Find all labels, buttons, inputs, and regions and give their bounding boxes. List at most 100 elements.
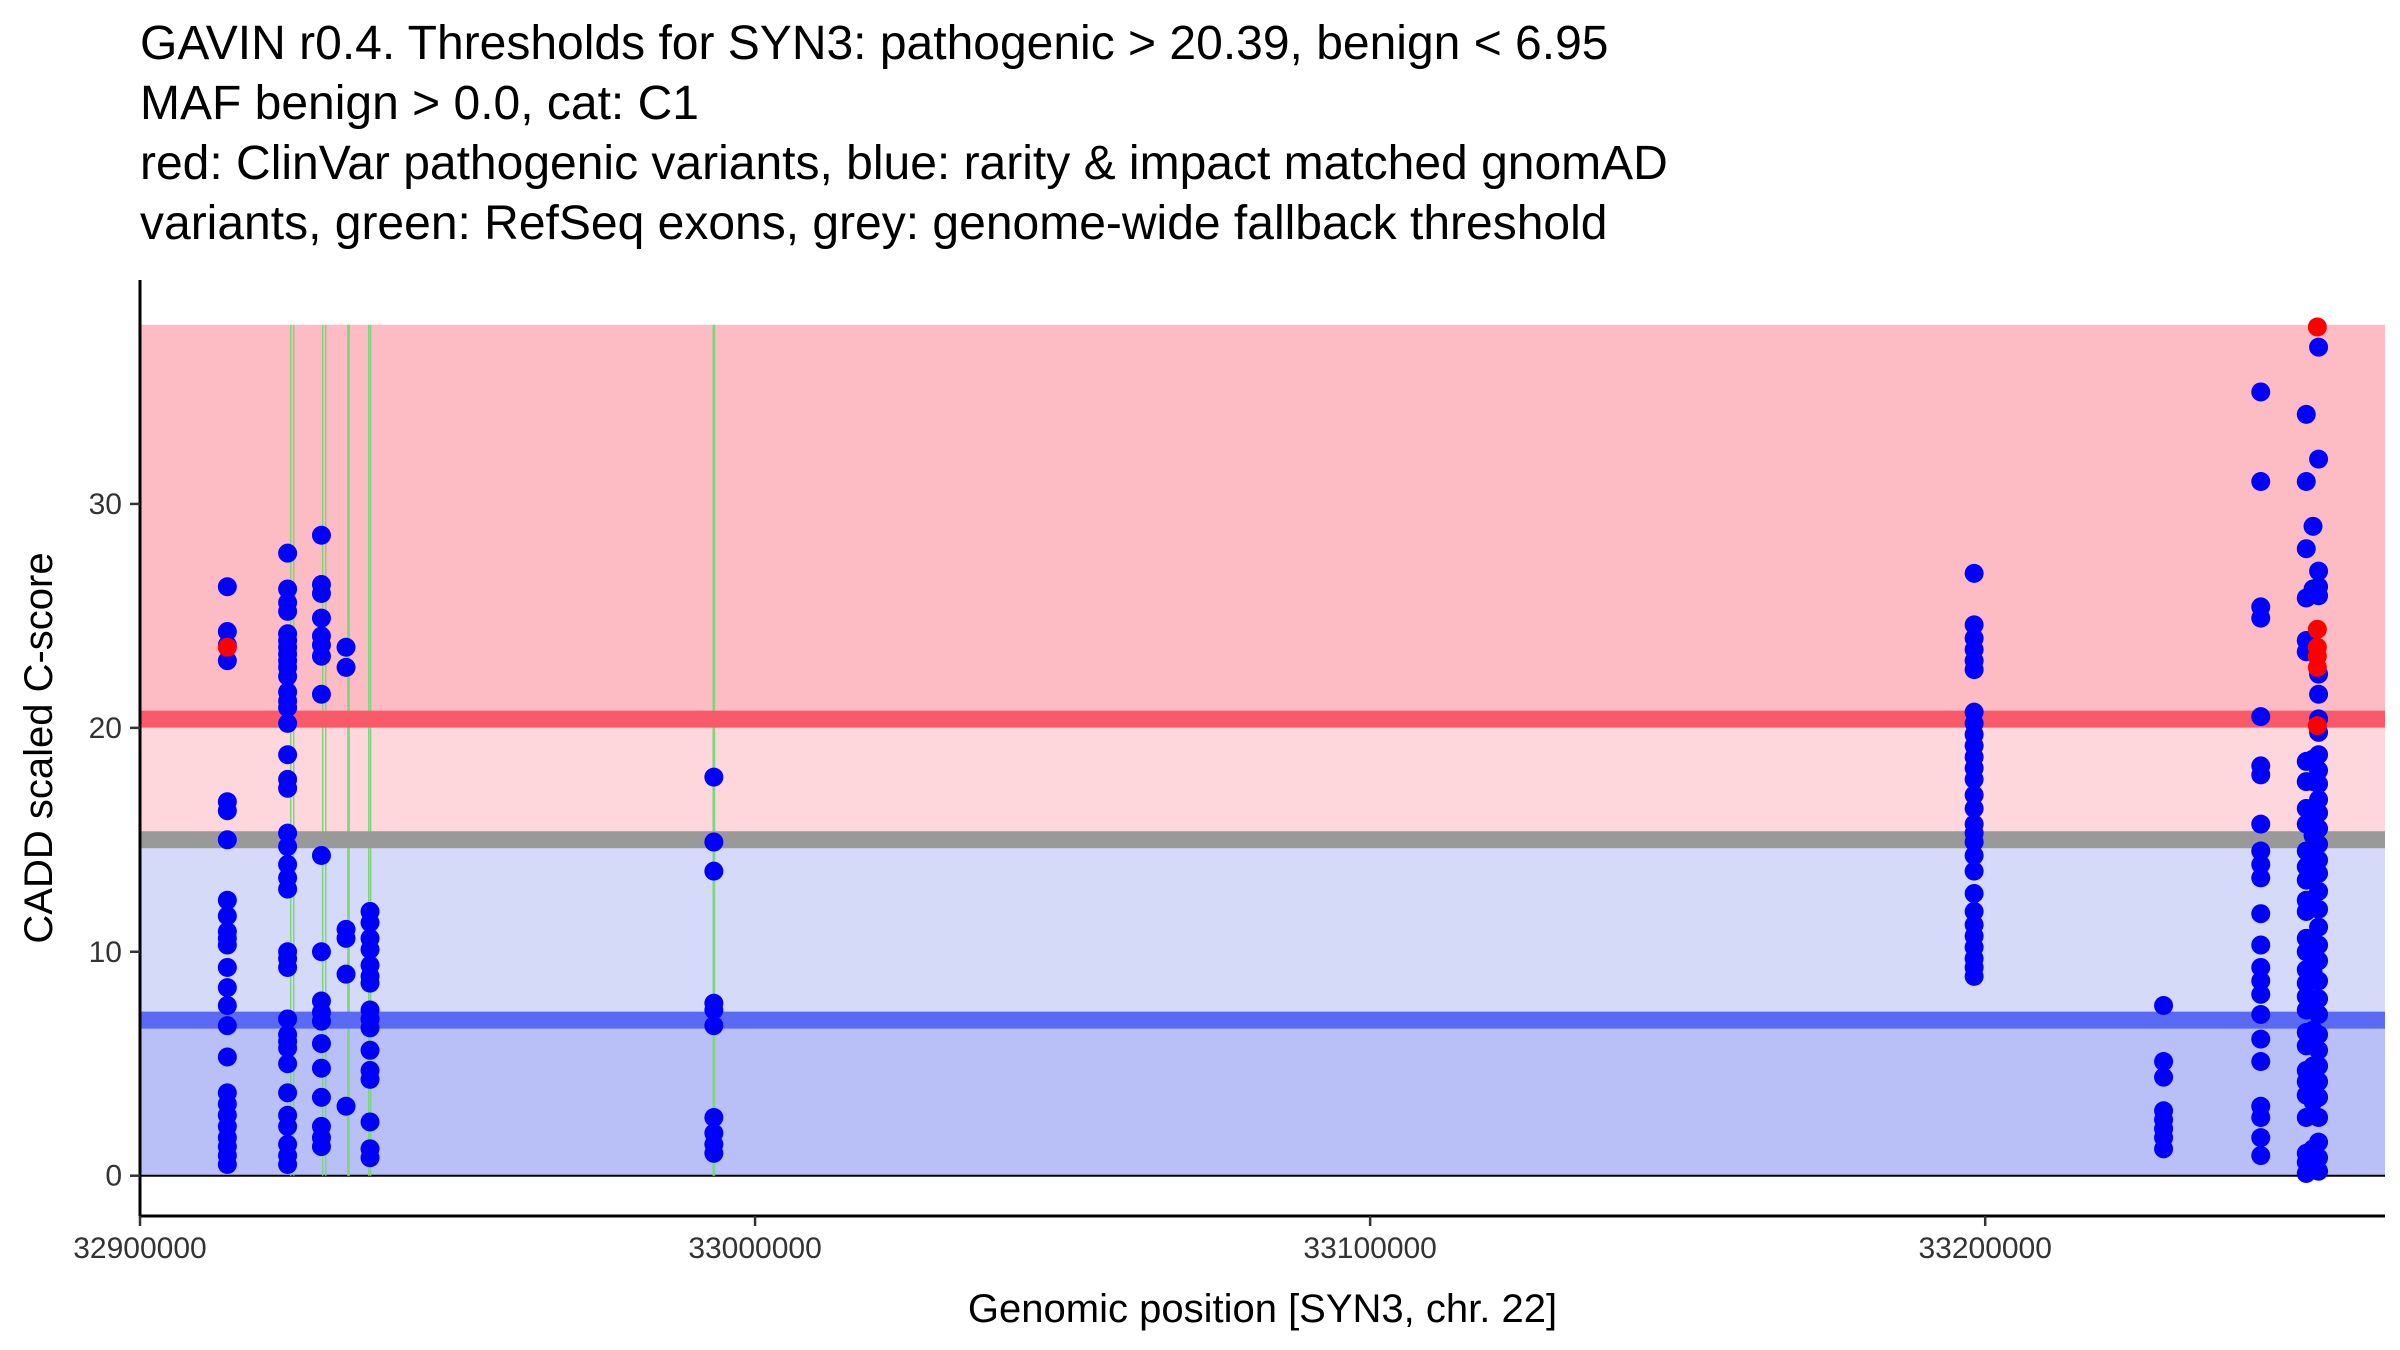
gnomad-point-61 [278, 1154, 298, 1174]
clinvar-point-1 [2307, 317, 2327, 337]
gnomad-point-82 [336, 657, 356, 677]
gnomad-point-102 [360, 1148, 380, 1168]
gnomad-point-241 [2309, 971, 2329, 991]
gnomad-point-44 [278, 837, 298, 857]
gnomad-point-118 [1964, 660, 1984, 680]
gnomad-point-227 [2309, 745, 2329, 765]
gnomad-point-71 [311, 942, 331, 962]
gnomad-point-75 [311, 1034, 331, 1054]
gnomad-point-246 [2309, 1056, 2329, 1076]
benign-band [140, 1020, 2385, 1176]
gnomad-point-171 [2251, 1146, 2271, 1166]
gnomad-point-85 [336, 964, 356, 984]
gnomad-point-90 [360, 940, 380, 960]
gnomad-point-112 [704, 1143, 724, 1163]
gnomad-point-81 [336, 637, 356, 657]
gnomad-point-142 [2154, 1051, 2174, 1071]
gnomad-point-62 [311, 525, 331, 545]
gnomad-point-165 [2251, 1004, 2271, 1024]
gnomad-point-134 [1964, 901, 1984, 921]
gnomad-point-55 [278, 1054, 298, 1074]
gnomad-point-232 [2309, 819, 2329, 839]
gnomad-point-143 [2154, 1067, 2174, 1087]
gnomad-point-150 [2251, 472, 2271, 492]
gnomad-point-149 [2251, 382, 2271, 402]
gnomad-point-251 [2309, 1148, 2329, 1168]
gnomad-point-153 [2251, 707, 2271, 727]
clinvar-point-5 [2307, 657, 2327, 677]
threshold-lines [140, 710, 2385, 1029]
clinvar-point-0 [217, 637, 237, 657]
axis-ticks: 32900000 33000000 33100000 33200000 0 10 20 30 [73, 488, 2052, 1265]
gnomad-point-16 [217, 1047, 237, 1067]
gnomad-point-93 [360, 973, 380, 993]
gnomad-point-39 [278, 713, 298, 733]
gnomad-point-65 [311, 608, 331, 628]
gnomad-point-107 [704, 1000, 724, 1020]
pathogenic-band [140, 324, 2385, 720]
x-axis-title: Genomic position [SYN3, chr. 22] [968, 1287, 1557, 1331]
title-line-4: variants, green: RefSeq exons, grey: gen… [140, 197, 1608, 250]
gnomad-point-45 [278, 854, 298, 874]
gnomad-point-104 [704, 832, 724, 852]
title-line-3: red: ClinVar pathogenic variants, blue: … [140, 137, 1668, 190]
gnomad-point-240 [2309, 951, 2329, 971]
gnomad-point-47 [278, 879, 298, 899]
gnomad-point-233 [2309, 834, 2329, 854]
gnomad-point-158 [2251, 854, 2271, 874]
gnomad-point-218 [2309, 337, 2329, 357]
gnomad-point-35 [278, 666, 298, 686]
gnomad-point-12 [217, 957, 237, 977]
gnomad-point-70 [311, 845, 331, 865]
gnomad-point-170 [2251, 1128, 2271, 1148]
gnomad-point-84 [336, 928, 356, 948]
y-axis-title: CADD scaled C-score [17, 552, 61, 943]
gnomad-point-131 [1964, 845, 1984, 865]
gnomad-point-222 [2309, 586, 2329, 606]
chart-title: GAVIN r0.4. Thresholds for SYN3: pathoge… [140, 14, 2380, 254]
gnomad-point-11 [217, 935, 237, 955]
gnomad-point-42 [278, 778, 298, 798]
gnomad-point-58 [278, 1116, 298, 1136]
gnomad-point-26 [278, 579, 298, 599]
gnomad-point-250 [2309, 1132, 2329, 1152]
gnomad-point-132 [1964, 861, 1984, 881]
gnomad-point-97 [360, 1040, 380, 1060]
gnomad-point-163 [2251, 971, 2271, 991]
gnomad-point-235 [2309, 863, 2329, 883]
upper-benign-band [140, 839, 2385, 1021]
gnomad-point-167 [2251, 1051, 2271, 1071]
gnomad-point-28 [278, 601, 298, 621]
gnomad-point-244 [2309, 1025, 2329, 1045]
gnomad-point-243 [2309, 1004, 2329, 1024]
gnomad-point-109 [704, 1107, 724, 1127]
gnomad-point-169 [2251, 1107, 2271, 1127]
gnomad-point-237 [2309, 899, 2329, 919]
clinvar-point-2 [2307, 619, 2327, 639]
gnomad-point-108 [704, 1016, 724, 1036]
gnomad-point-24 [217, 1154, 237, 1174]
gnomad-point-166 [2251, 1029, 2271, 1049]
gnomad-point-69 [311, 684, 331, 704]
gnomad-point-127 [1964, 798, 1984, 818]
gnomad-point-86 [336, 1096, 356, 1116]
gnomad-point-0 [217, 577, 237, 597]
y-tick-label-0: 0 [105, 1160, 122, 1193]
gnomad-point-99 [360, 1069, 380, 1089]
gnomad-point-172 [2296, 404, 2316, 424]
gnomad-point-236 [2309, 881, 2329, 901]
gnomad-point-140 [1964, 966, 1984, 986]
gnomad-point-133 [1964, 884, 1984, 904]
gnomad-point-160 [2251, 904, 2271, 924]
gnomad-point-96 [360, 1018, 380, 1038]
gnomad-point-219 [2309, 449, 2329, 469]
gnomad-point-113 [1964, 563, 1984, 583]
gnomad-point-231 [2309, 803, 2329, 823]
gnomad-point-114 [1964, 615, 1984, 635]
gnomad-point-234 [2309, 850, 2329, 870]
gnomad-point-173 [2296, 472, 2316, 492]
gnomad-point-242 [2309, 989, 2329, 1009]
axes [138, 280, 2385, 1218]
x-tick-label-1: 33000000 [688, 1232, 821, 1265]
gnomad-point-130 [1964, 832, 1984, 852]
